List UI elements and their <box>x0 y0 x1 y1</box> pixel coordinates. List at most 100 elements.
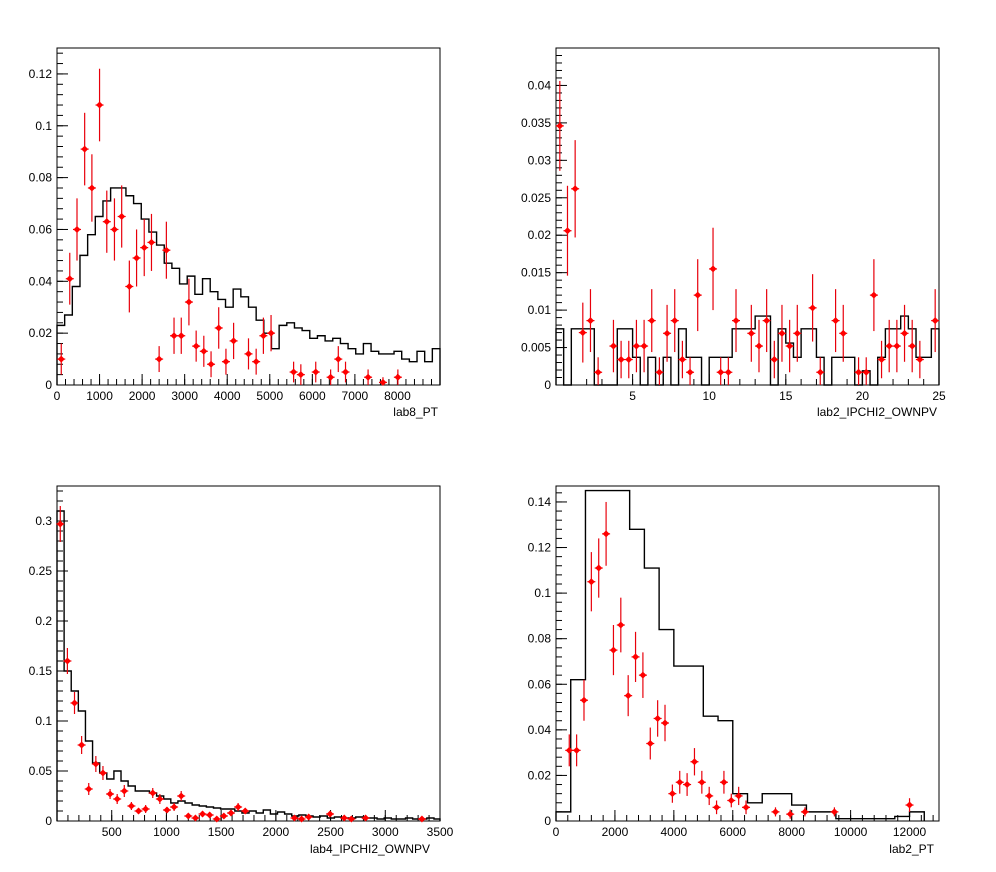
x-tick-label: 500 <box>102 825 122 839</box>
data-point <box>808 274 817 342</box>
point-marker <box>816 368 824 376</box>
y-tick-label: 0.3 <box>35 514 52 528</box>
data-point <box>586 289 595 353</box>
data-point <box>198 810 207 818</box>
data-point <box>646 727 655 760</box>
x-tick-label: 3500 <box>427 825 454 839</box>
point-marker <box>654 714 662 722</box>
data-point <box>609 625 618 676</box>
x-tick-label: 20 <box>856 389 870 403</box>
point-marker <box>92 760 100 768</box>
y-tick-label: 0.12 <box>29 67 53 81</box>
point-marker <box>786 342 794 350</box>
y-tick-label: 0.04 <box>528 78 552 92</box>
data-point <box>56 506 65 542</box>
point-marker <box>573 746 581 754</box>
point-marker <box>908 342 916 350</box>
data-point <box>141 805 150 813</box>
point-marker <box>640 342 648 350</box>
data-point <box>80 112 89 186</box>
point-marker <box>694 291 702 299</box>
x-tick-label: 1500 <box>208 825 235 839</box>
point-marker <box>724 368 732 376</box>
data-point <box>84 783 93 795</box>
x-tick-label: 0 <box>54 389 61 403</box>
data-point <box>785 319 794 373</box>
data-point <box>120 785 129 797</box>
point-marker <box>563 227 571 235</box>
point-marker <box>747 329 755 337</box>
data-point <box>140 219 149 277</box>
data-point <box>609 319 618 373</box>
data-point <box>226 809 235 817</box>
x-tick-label: 6000 <box>299 389 326 403</box>
data-point <box>155 794 164 804</box>
x-tick-label: 10000 <box>834 825 868 839</box>
point-marker <box>234 803 242 811</box>
point-marker <box>720 778 728 786</box>
data-point <box>70 692 79 714</box>
data-point <box>162 221 171 279</box>
data-point <box>905 798 914 812</box>
x-tick-label: 12000 <box>893 825 927 839</box>
point-marker <box>227 809 235 817</box>
y-tick-label: 0.12 <box>528 541 552 555</box>
point-marker <box>163 806 171 814</box>
data-point <box>709 227 718 311</box>
point-marker <box>809 304 817 312</box>
data-point <box>747 304 756 362</box>
y-tick-label: 0 <box>544 378 551 392</box>
point-marker <box>793 329 801 337</box>
data-point <box>908 319 917 373</box>
data-point <box>786 809 795 819</box>
point-marker <box>655 368 663 376</box>
point-marker <box>418 815 426 823</box>
point-marker <box>125 282 133 290</box>
data-point <box>683 773 692 796</box>
point-marker <box>245 350 252 358</box>
data-point <box>110 198 119 261</box>
data-point <box>229 322 238 360</box>
histogram-outline <box>56 510 441 821</box>
point-marker <box>241 807 249 815</box>
data-point <box>555 80 564 171</box>
data-point <box>199 335 208 367</box>
point-marker <box>192 342 200 350</box>
point-marker <box>170 803 178 811</box>
point-marker <box>56 520 64 528</box>
data-point <box>587 552 596 612</box>
point-marker <box>110 225 118 233</box>
x-tick-label: 2500 <box>317 825 344 839</box>
data-point <box>117 185 126 248</box>
point-marker <box>220 812 228 820</box>
point-marker <box>298 815 306 823</box>
point-marker <box>326 810 334 818</box>
data-point <box>378 377 387 386</box>
point-marker <box>142 805 150 813</box>
data-point <box>900 304 909 362</box>
point-marker <box>686 368 694 376</box>
point-marker <box>617 621 625 629</box>
y-tick-label: 0.1 <box>35 714 52 728</box>
point-marker <box>334 355 342 363</box>
point-marker <box>73 225 81 233</box>
data-point <box>579 679 588 721</box>
data-point <box>191 814 200 822</box>
point-marker <box>705 792 713 800</box>
point-marker <box>85 785 93 793</box>
y-tick-label: 0.14 <box>528 495 552 509</box>
point-marker <box>778 329 786 337</box>
point-marker <box>713 803 721 811</box>
point-marker <box>661 719 669 727</box>
y-tick-label: 0 <box>45 378 52 392</box>
point-marker <box>855 368 863 376</box>
data-point <box>162 806 171 814</box>
point-marker <box>199 810 207 818</box>
point-marker <box>127 802 135 810</box>
point-marker <box>118 213 126 220</box>
data-point <box>885 319 894 373</box>
data-point <box>87 154 96 222</box>
point-marker <box>103 218 111 226</box>
data-point <box>364 369 373 385</box>
data-point <box>361 814 370 822</box>
